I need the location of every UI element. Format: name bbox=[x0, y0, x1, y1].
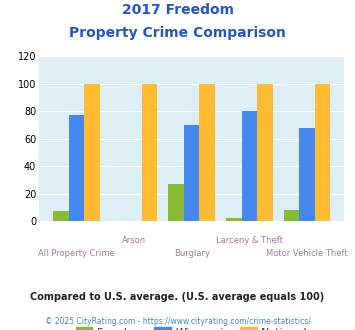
Bar bbox=[184, 125, 200, 221]
Legend: Freedom, Wisconsin, National: Freedom, Wisconsin, National bbox=[71, 322, 312, 330]
Bar bbox=[53, 212, 69, 221]
Bar bbox=[257, 83, 273, 221]
Bar bbox=[242, 111, 257, 221]
Text: Motor Vehicle Theft: Motor Vehicle Theft bbox=[266, 249, 348, 258]
Bar bbox=[168, 184, 184, 221]
Bar bbox=[315, 83, 331, 221]
Text: All Property Crime: All Property Crime bbox=[38, 249, 115, 258]
Bar bbox=[142, 83, 157, 221]
Bar bbox=[84, 83, 100, 221]
Text: Property Crime Comparison: Property Crime Comparison bbox=[69, 26, 286, 40]
Text: Burglary: Burglary bbox=[174, 249, 210, 258]
Bar bbox=[299, 128, 315, 221]
Text: © 2025 CityRating.com - https://www.cityrating.com/crime-statistics/: © 2025 CityRating.com - https://www.city… bbox=[45, 317, 310, 326]
Bar bbox=[284, 210, 299, 221]
Bar bbox=[69, 115, 84, 221]
Text: 2017 Freedom: 2017 Freedom bbox=[121, 3, 234, 17]
Bar bbox=[200, 83, 215, 221]
Text: Arson: Arson bbox=[122, 236, 146, 245]
Text: Larceny & Theft: Larceny & Theft bbox=[216, 236, 283, 245]
Text: Compared to U.S. average. (U.S. average equals 100): Compared to U.S. average. (U.S. average … bbox=[31, 292, 324, 302]
Bar bbox=[226, 218, 242, 221]
